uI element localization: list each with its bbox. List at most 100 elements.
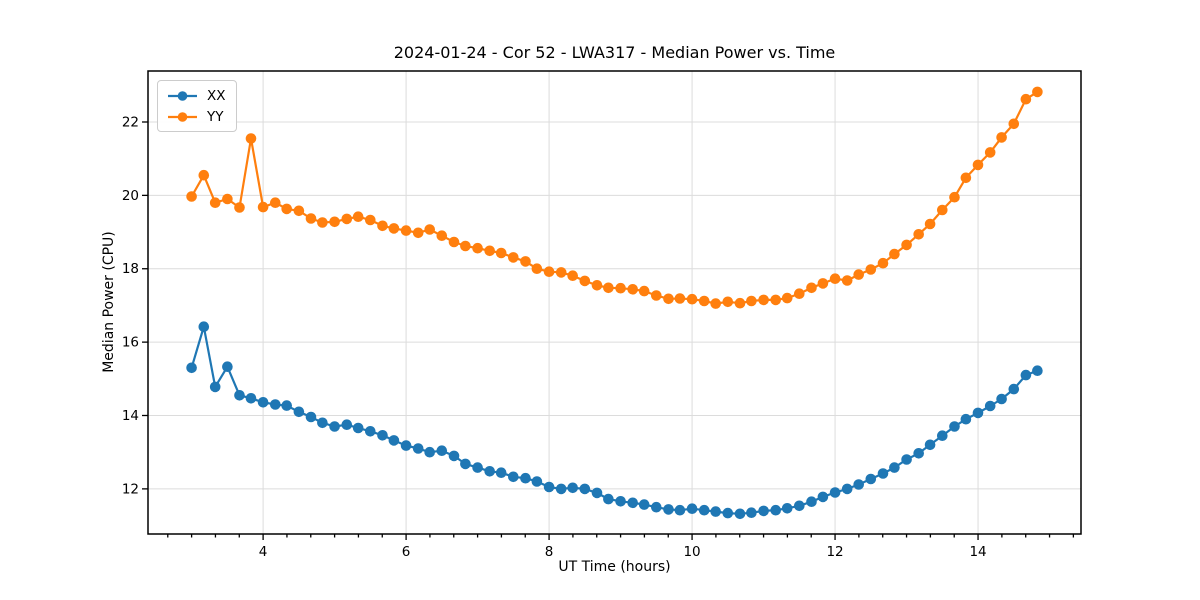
data-point-marker [806,496,817,508]
data-point-marker [722,507,734,519]
data-point-marker [412,227,424,239]
data-point-marker [794,288,805,300]
data-point-marker [615,496,626,507]
data-point-marker [794,500,805,512]
data-point-marker [341,419,353,431]
data-point-marker [949,191,960,203]
legend: XX YY [157,80,237,132]
data-point-marker [996,132,1007,143]
y-tick-label: 20 [122,188,139,204]
data-point-marker [686,293,698,305]
data-point-marker [460,458,471,470]
data-point-marker [436,445,448,457]
data-point-marker [865,473,877,485]
data-point-marker [508,471,519,483]
data-point-marker [638,499,650,510]
data-point-marker [1008,118,1020,130]
data-point-marker [281,203,293,215]
data-point-marker [555,267,567,278]
data-point-marker [329,421,340,432]
data-point-marker [484,466,496,477]
data-point-marker [889,462,900,473]
data-point-marker [424,224,436,235]
data-point-marker [222,361,233,373]
data-point-marker [245,393,257,404]
data-point-marker [567,270,578,282]
data-point-marker [270,197,281,208]
data-point-marker [829,273,841,285]
data-point-marker [638,285,650,297]
data-point-marker [377,220,388,232]
gridlines [148,71,1081,534]
data-point-marker [436,230,448,241]
data-point-marker [996,393,1007,405]
data-point-marker [591,487,603,499]
data-point-marker [603,493,614,505]
series-yy [186,86,1043,309]
data-point-marker [209,197,221,208]
data-point-marker [817,491,829,503]
data-point-marker [746,507,757,518]
legend-label-xx: XX [207,87,226,104]
data-point-marker [770,294,781,306]
data-point-marker [937,204,948,216]
data-point-marker [352,211,364,222]
data-point-marker [341,213,353,225]
chart-title: 2024-01-24 - Cor 52 - LWA317 - Median Po… [393,43,836,62]
data-point-marker [1008,383,1020,395]
data-point-marker [591,280,603,291]
data-point-marker [853,269,864,280]
data-point-marker [329,216,340,228]
data-point-marker [901,239,912,251]
data-point-marker [508,252,519,263]
data-point-marker [222,193,233,205]
series-xx [186,321,1043,520]
data-point-marker [531,263,543,275]
data-point-marker [400,440,412,451]
data-point-marker [984,400,996,412]
y-tick-label: 14 [122,408,139,424]
data-point-marker [270,399,281,410]
y-tick-label: 22 [122,114,139,130]
data-point-marker [495,247,507,259]
data-point-marker [781,292,793,304]
data-point-marker [722,296,734,308]
data-point-marker [234,202,245,213]
data-point-marker [448,236,460,248]
data-point-marker [543,266,555,278]
data-point-marker [198,321,210,333]
data-point-marker [293,205,305,217]
data-point-marker [877,468,889,479]
data-point-marker [186,191,197,202]
data-point-marker [663,293,674,305]
data-point-marker [365,214,376,226]
data-point-marker [972,407,984,419]
data-point-marker [317,217,328,228]
data-point-marker [388,223,400,234]
data-point-marker [627,497,638,509]
data-point-marker [186,362,197,374]
data-point-marker [734,508,746,520]
x-tick-label: 4 [259,544,268,560]
data-point-marker [209,381,221,393]
data-point-marker [674,504,686,516]
data-point-marker [960,413,972,425]
data-point-marker [448,450,460,462]
data-point-marker [686,503,698,514]
data-point-marker [781,503,793,514]
data-point-marker [579,483,591,495]
data-point-marker [484,245,496,257]
data-point-marker [257,397,269,408]
data-point-marker [388,435,400,446]
y-tick-label: 16 [122,335,139,351]
data-point-marker [937,430,948,442]
data-point-marker [472,242,483,254]
tick-labels: 4 6 8 10 12 14 12 14 16 18 20 22 [122,114,987,560]
data-point-marker [377,430,388,441]
series-line [190,90,1038,305]
data-point-marker [841,483,853,495]
data-point-marker [305,411,317,423]
data-point-marker [543,481,555,493]
